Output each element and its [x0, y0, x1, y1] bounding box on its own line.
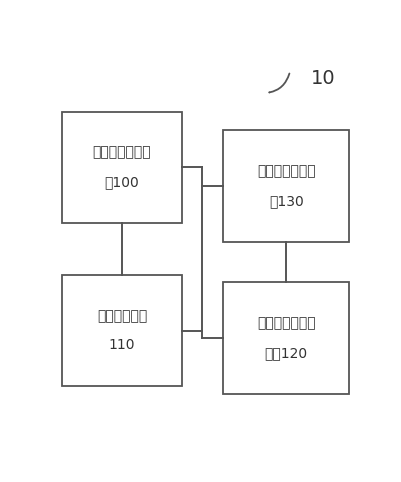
Text: 模块120: 模块120	[264, 346, 307, 360]
Bar	[223, 130, 348, 241]
Text: 块130: 块130	[268, 194, 303, 208]
Text: 电流偏置模块: 电流偏置模块	[97, 309, 147, 323]
Text: 块100: 块100	[104, 175, 139, 189]
Text: 电源电压检测模: 电源电压检测模	[93, 146, 151, 160]
FancyArrowPatch shape	[269, 74, 289, 93]
Bar	[223, 282, 348, 394]
Bar	[62, 275, 182, 386]
Bar	[62, 112, 182, 223]
Text: 电源掉电检测模: 电源掉电检测模	[256, 164, 315, 178]
Text: 10: 10	[310, 69, 334, 88]
Text: 110: 110	[109, 338, 135, 352]
Text: 阈值设定与检测: 阈值设定与检测	[256, 316, 315, 330]
